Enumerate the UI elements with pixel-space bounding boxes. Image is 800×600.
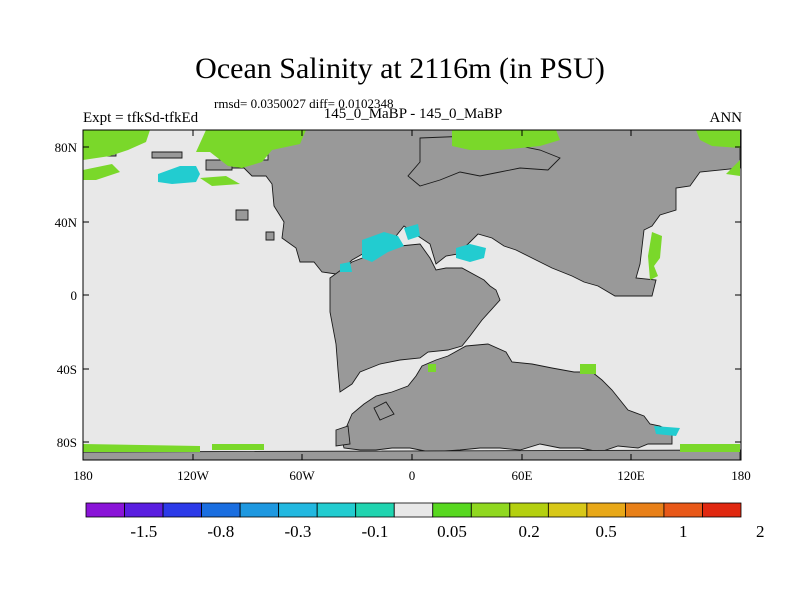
lon-tick-label: 180 <box>731 468 751 483</box>
patch-neg-tethys-d <box>340 262 352 272</box>
lon-tick-label: 60W <box>289 468 315 483</box>
colorbar-swatch <box>162 502 202 518</box>
colorbar-swatch <box>702 502 742 518</box>
patch-south-small-a <box>580 364 596 374</box>
patch-arctic-west <box>83 130 150 160</box>
colorbar-label: 0.2 <box>518 522 539 541</box>
land-south <box>341 343 673 453</box>
axis-tick-labels: 80N 40N 0 40S 80S 180 120W 60W 0 60E 120E 180 <box>55 140 751 483</box>
land-island-b <box>373 401 395 421</box>
colorbar-swatch <box>316 502 357 518</box>
patch-arctic-w2 <box>83 164 120 180</box>
rmsd-diff-stats: rmsd= 0.0350027 diff= 0.0102348 <box>214 96 394 111</box>
colorbar-swatch <box>239 502 280 518</box>
patch-neg-south <box>654 426 680 436</box>
colorbar-swatch <box>124 502 164 518</box>
patch-antarctic-b <box>212 444 264 450</box>
lon-tick-label: 60E <box>512 468 533 483</box>
colorbar-swatch <box>393 502 434 518</box>
patch-neg-arctic <box>158 166 200 184</box>
plot-title: Ocean Salinity at 2116m (in PSU) <box>195 52 605 85</box>
patch-neg-tethys-b <box>404 224 420 240</box>
patch-antarctic-c <box>680 444 740 452</box>
land-arctic-b <box>151 151 183 159</box>
patch-east-ocean <box>648 232 662 280</box>
colorbar: -1.5 -0.8 -0.3 -0.1 0.05 0.2 0.5 1 2 <box>85 502 765 541</box>
lat-tick-label: 0 <box>71 288 78 303</box>
colorbar-label: -1.5 <box>130 522 157 541</box>
colorbar-swatch <box>663 502 703 518</box>
colorbar-label: -0.3 <box>284 522 311 541</box>
lat-tick-label: 80S <box>57 435 77 450</box>
colorbar-label: 0.5 <box>596 522 617 541</box>
negative-anomaly-patches <box>158 166 680 436</box>
lon-tick-label: 0 <box>409 468 416 483</box>
land-island-c <box>235 209 249 221</box>
colorbar-swatch <box>85 502 125 518</box>
colorbar-swatch <box>201 502 241 518</box>
colorbar-swatch <box>470 502 511 518</box>
patch-arctic-e <box>696 130 740 148</box>
colorbar-label: 2 <box>756 522 765 541</box>
axis-ticks <box>82 130 742 460</box>
lon-tick-label: 120W <box>177 468 210 483</box>
land-central <box>329 243 501 393</box>
lat-tick-label: 40N <box>55 215 78 230</box>
experiment-label: Expt = tfkSd-tfkEd <box>83 110 199 126</box>
lon-tick-label: 180 <box>73 468 93 483</box>
colorbar-swatch <box>625 502 665 518</box>
season-label: ANN <box>709 110 743 126</box>
colorbar-label: 1 <box>679 522 688 541</box>
colorbar-swatch <box>509 502 549 518</box>
colorbar-swatch <box>355 502 395 518</box>
colorbar-label: -0.1 <box>362 522 389 541</box>
patch-arctic-e2 <box>726 160 740 176</box>
patch-arctic-north <box>196 130 306 168</box>
lon-tick-label: 120E <box>617 468 645 483</box>
colorbar-swatch <box>547 502 588 518</box>
land-island-a <box>335 425 351 447</box>
patch-arctic-w3 <box>200 176 240 186</box>
lat-tick-label: 80N <box>55 140 78 155</box>
experiment-name: 145_0_MaBP - 145_0_MaBP <box>323 106 503 122</box>
land-island-d <box>265 231 275 241</box>
colorbar-swatch <box>432 502 472 518</box>
land-masses <box>82 129 741 461</box>
colorbar-swatch <box>586 502 626 518</box>
lat-tick-label: 40S <box>57 362 77 377</box>
patch-antarctic-a <box>83 444 200 452</box>
colorbar-swatch <box>278 502 318 518</box>
patch-neg-tethys-c <box>456 244 486 262</box>
colorbar-label: -0.8 <box>207 522 234 541</box>
positive-anomaly-patches <box>83 130 740 452</box>
colorbar-label: 0.05 <box>437 522 467 541</box>
patch-arctic-ne <box>452 130 560 150</box>
patch-south-small-b <box>428 364 436 372</box>
patch-neg-tethys-a <box>362 232 404 262</box>
